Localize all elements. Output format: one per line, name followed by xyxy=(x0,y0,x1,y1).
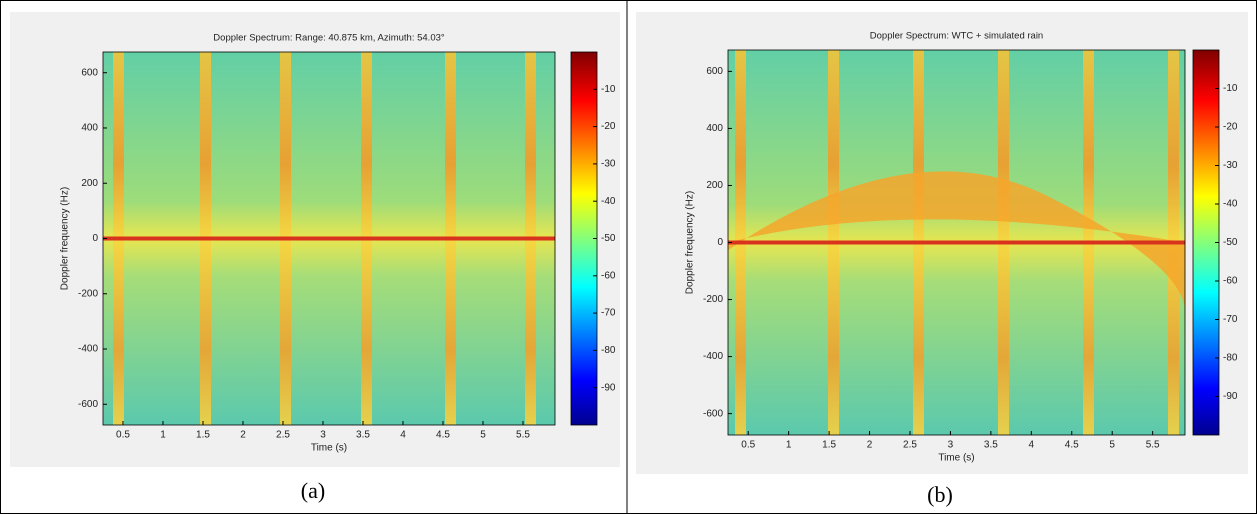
y-tick-label: -200 xyxy=(78,288,98,299)
y-tick-label: 400 xyxy=(81,123,98,134)
y-axis-label: Doppler frequency (Hz) xyxy=(685,191,696,294)
x-tick-label: 5.5 xyxy=(1146,440,1160,451)
colorbar-tick-label: -90 xyxy=(601,382,616,393)
y-tick-label: 600 xyxy=(81,67,98,78)
x-tick-label: 2 xyxy=(240,430,246,441)
y-tick-label: -200 xyxy=(703,294,723,305)
x-tick-label: 5.5 xyxy=(516,430,530,441)
x-tick-label: 5 xyxy=(480,430,486,441)
colorbar-tick-label: -30 xyxy=(1223,160,1238,171)
y-tick-label: 200 xyxy=(81,178,98,189)
y-tick-label: -400 xyxy=(78,344,98,355)
colorbar-tick-label: -10 xyxy=(1223,83,1238,94)
x-tick-label: 1.5 xyxy=(196,430,210,441)
x-tick-label: 2 xyxy=(867,440,873,451)
x-tick-label: 3 xyxy=(948,440,954,451)
x-tick-label: 3 xyxy=(320,430,326,441)
y-tick-label: 200 xyxy=(706,180,723,191)
colorbar-tick-label: -80 xyxy=(601,345,616,356)
colorbar xyxy=(1192,49,1220,436)
x-tick-label: 1.5 xyxy=(822,440,836,451)
colorbar-tick-label: -60 xyxy=(1223,276,1238,287)
texture xyxy=(103,236,555,241)
colorbar-tick-label: -30 xyxy=(601,159,616,170)
y-tick-label: -600 xyxy=(78,399,98,410)
y-tick-label: -600 xyxy=(703,408,723,419)
colorbar-tick-label: -20 xyxy=(601,121,616,132)
x-tick-label: 4.5 xyxy=(436,430,450,441)
chart-title: Doppler Spectrum: Range: 40.875 km, Azim… xyxy=(213,33,445,44)
x-tick-label: 4 xyxy=(1029,440,1035,451)
x-tick-label: 3.5 xyxy=(356,430,370,441)
colorbar-tick-label: -40 xyxy=(1223,199,1238,210)
y-tick-label: 400 xyxy=(706,123,723,134)
y-tick-label: 600 xyxy=(706,66,723,77)
x-tick-label: 0.5 xyxy=(116,430,130,441)
caption: (a) xyxy=(301,478,325,503)
x-tick-label: 1 xyxy=(786,440,792,451)
texture xyxy=(728,240,1185,245)
colorbar-tick-label: -20 xyxy=(1223,122,1238,133)
x-axis-label: Time (s) xyxy=(311,443,347,454)
colorbar-tick-label: -10 xyxy=(601,84,616,95)
colorbar-tick-label: -60 xyxy=(601,270,616,281)
x-tick-label: 4 xyxy=(400,430,406,441)
colorbar-tick-label: -90 xyxy=(1223,391,1238,402)
x-tick-label: 5 xyxy=(1109,440,1115,451)
caption: (b) xyxy=(927,482,953,507)
x-axis-label: Time (s) xyxy=(938,453,974,464)
x-tick-label: 1 xyxy=(160,430,166,441)
x-tick-label: 2.5 xyxy=(903,440,917,451)
texture xyxy=(728,171,1185,312)
colorbar xyxy=(570,51,598,426)
x-tick-label: 4.5 xyxy=(1065,440,1079,451)
y-axis-label: Doppler frequency (Hz) xyxy=(60,187,71,290)
colorbar-tick-label: -80 xyxy=(1223,353,1238,364)
colorbar-tick-label: -50 xyxy=(601,233,616,244)
colorbar-tick-label: -50 xyxy=(1223,237,1238,248)
chart-title: Doppler Spectrum: WTC + simulated rain xyxy=(870,31,1043,42)
colorbar-tick-label: -40 xyxy=(601,196,616,207)
colorbar-tick-label: -70 xyxy=(601,308,616,319)
x-tick-label: 3.5 xyxy=(984,440,998,451)
y-tick-label: 0 xyxy=(92,233,98,244)
y-tick-label: -400 xyxy=(703,351,723,362)
x-tick-label: 0.5 xyxy=(741,440,755,451)
colorbar-tick-label: -70 xyxy=(1223,314,1238,325)
x-tick-label: 2.5 xyxy=(276,430,290,441)
y-tick-label: 0 xyxy=(717,237,723,248)
